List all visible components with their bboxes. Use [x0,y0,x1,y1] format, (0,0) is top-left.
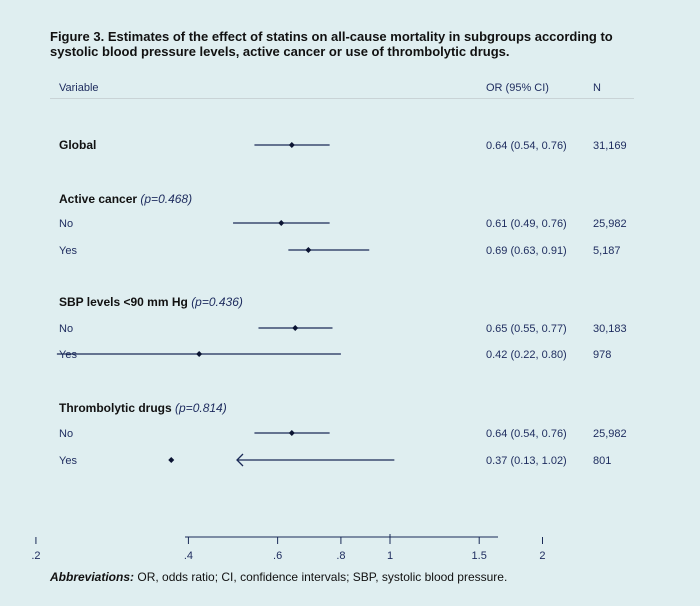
point-estimate [196,351,203,357]
point-estimate [292,325,299,331]
n-value: 5,187 [593,245,621,257]
x-tick-label: .4 [184,550,193,562]
column-header-variable: Variable [59,82,99,94]
figure-number: Figure 3. [50,29,105,44]
n-value: 25,982 [593,428,627,440]
n-value: 801 [593,455,611,467]
subgroup-heading: Thrombolytic drugs (p=0.814) [59,401,227,415]
figure-caption: Estimates of the effect of statins on al… [50,29,613,59]
point-estimate [305,247,312,253]
row-label: Yes [59,245,77,257]
n-value: 30,183 [593,323,627,335]
point-estimate [168,457,175,463]
x-tick-label: .2 [31,550,40,562]
row-label: Yes [59,455,77,467]
or-ci-value: 0.69 (0.63, 0.91) [486,245,567,257]
or-ci-value: 0.61 (0.49, 0.76) [486,218,567,230]
global-label: Global [59,138,96,152]
abbreviations-text: OR, odds ratio; CI, confidence intervals… [137,570,508,584]
subgroup-heading: SBP levels <90 mm Hg (p=0.436) [59,295,243,309]
row-label: No [59,218,73,230]
point-estimate [288,142,295,148]
ci-truncation-arrow [236,453,244,467]
row-label: No [59,428,73,440]
n-value: 978 [593,349,611,361]
figure-title: Figure 3. Estimates of the effect of sta… [50,29,650,59]
or-ci-value: 0.65 (0.55, 0.77) [486,323,567,335]
subgroup-heading: Active cancer (p=0.468) [59,192,192,206]
abbreviations-note: Abbreviations: OR, odds ratio; CI, confi… [50,570,507,584]
or-ci-value: 0.42 (0.22, 0.80) [486,349,567,361]
row-label: Yes [59,349,77,361]
x-tick-label: 1 [387,550,393,562]
point-estimate [278,220,285,226]
row-label: No [59,323,73,335]
n-value: 25,982 [593,218,627,230]
column-header-n: N [593,82,601,94]
abbreviations-label: Abbreviations: [50,570,135,584]
or-ci-value: 0.37 (0.13, 1.02) [486,455,567,467]
column-header-or: OR (95% CI) [486,82,549,94]
header-divider [50,98,634,99]
point-estimate [288,430,295,436]
or-ci-value: 0.64 (0.54, 0.76) [486,428,567,440]
or-ci-value: 0.64 (0.54, 0.76) [486,140,567,152]
n-value: 31,169 [593,140,627,152]
x-tick-label: .6 [273,550,282,562]
x-tick-label: 2 [539,550,545,562]
x-tick-label: 1.5 [472,550,487,562]
x-tick-label: .8 [336,550,345,562]
